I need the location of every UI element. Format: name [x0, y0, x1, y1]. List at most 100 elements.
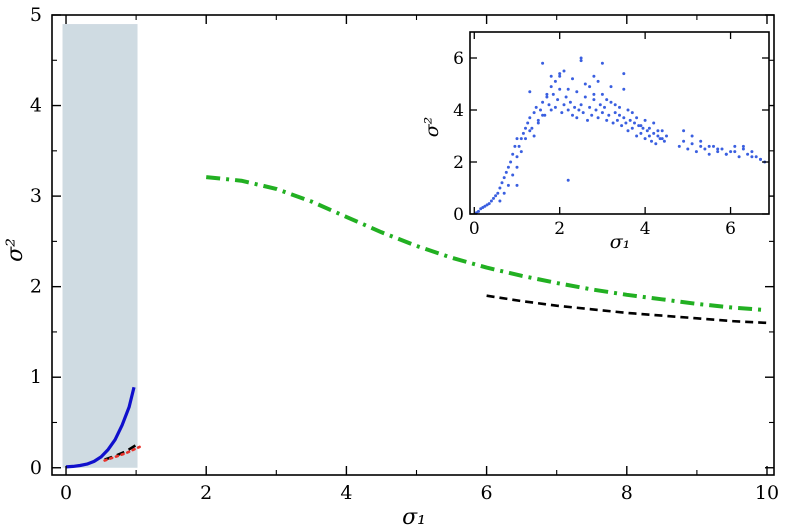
inset-point	[502, 191, 506, 195]
inset-point	[660, 137, 664, 141]
inset-point	[741, 147, 745, 151]
inset-point	[536, 121, 540, 125]
main-x-ticks: 0 2 4 6 8 10	[60, 15, 779, 504]
inset-point	[662, 139, 666, 143]
inset-point	[541, 61, 545, 65]
inset-point	[618, 113, 621, 117]
main-x-tick-label-4: 8	[621, 482, 633, 504]
inset-x-ticks: 0 2 4 6	[469, 32, 736, 239]
inset-point	[716, 150, 720, 154]
inset-point	[613, 111, 617, 115]
inset-point	[498, 199, 502, 203]
inset-point	[750, 150, 754, 154]
inset-point	[724, 152, 728, 156]
inset-point	[549, 85, 553, 89]
inset-point	[729, 150, 733, 154]
inset-point	[626, 129, 630, 133]
inset-y-tick-label-3: 6	[453, 49, 464, 69]
main-y-tick-label-5: 5	[30, 4, 42, 26]
inset-point	[566, 87, 570, 91]
inset-point	[566, 108, 570, 112]
inset-point	[487, 202, 491, 206]
inset-y-tick-label-0: 0	[453, 205, 464, 225]
inset-point	[539, 108, 542, 112]
inset-point	[519, 137, 523, 141]
inset-point	[562, 103, 566, 107]
main-x-tick-label-0: 0	[60, 482, 72, 504]
inset-point	[609, 100, 613, 104]
inset-point	[633, 121, 636, 125]
inset-point	[541, 113, 545, 117]
inset-point	[652, 131, 656, 135]
inset-point	[647, 126, 651, 130]
inset-point	[498, 186, 502, 190]
inset-point	[624, 121, 628, 125]
inset-point	[652, 121, 656, 125]
inset-point	[517, 144, 521, 148]
main-series-line-4	[486, 294, 768, 325]
inset-point	[515, 137, 519, 141]
inset-point	[528, 129, 532, 133]
inset-point	[592, 98, 596, 102]
inset-point	[716, 147, 720, 151]
inset-point	[483, 204, 487, 208]
inset-point	[532, 111, 536, 115]
inset-point	[496, 191, 500, 195]
inset-point	[707, 144, 711, 148]
inset-point	[596, 79, 600, 83]
inset-point	[647, 134, 651, 138]
inset-point	[733, 150, 737, 154]
inset-point	[741, 144, 745, 148]
inset-point	[511, 173, 515, 177]
inset-point	[682, 129, 686, 133]
inset-point	[564, 95, 568, 99]
inset-point	[615, 118, 619, 122]
inset-point	[699, 139, 703, 143]
inset-y-tick-label-1: 2	[453, 153, 464, 173]
inset-point	[541, 100, 545, 104]
inset-point	[620, 124, 624, 128]
inset-point	[568, 100, 572, 104]
inset-point	[592, 74, 596, 78]
inset-point	[656, 129, 660, 133]
inset-point	[558, 87, 562, 91]
inset-point	[643, 137, 647, 141]
inset-point	[549, 108, 553, 112]
inset-plot-background	[470, 32, 769, 214]
main-y-tick-label-0: 0	[30, 457, 42, 479]
inset-point	[506, 165, 510, 169]
inset-point	[581, 111, 585, 115]
inset-point	[545, 95, 549, 99]
inset-point	[536, 118, 540, 122]
inset-point	[528, 90, 532, 94]
main-x-axis-label: σ₁	[402, 505, 426, 530]
inset-point	[528, 116, 532, 120]
inset-point	[635, 116, 639, 120]
inset-point	[605, 98, 609, 102]
inset-point	[579, 56, 583, 60]
main-y-tick-label-4: 4	[30, 95, 42, 117]
inset-point	[513, 144, 517, 148]
inset-point	[650, 139, 653, 143]
inset-point	[690, 134, 694, 138]
inset-point	[489, 199, 493, 203]
inset-point	[583, 82, 587, 86]
inset-points	[474, 56, 767, 215]
inset-point	[558, 72, 562, 76]
inset-point	[545, 92, 549, 96]
inset-point	[598, 103, 602, 107]
inset-point	[551, 92, 555, 96]
main-plot-frame	[51, 14, 775, 476]
inset-point	[630, 126, 634, 130]
inset-point	[639, 124, 643, 128]
inset-point	[639, 131, 643, 135]
main-series	[65, 175, 768, 469]
inset-point	[549, 74, 553, 78]
inset-point	[737, 155, 741, 159]
inset-point	[521, 131, 525, 135]
inset-point	[605, 118, 609, 122]
inset-point	[477, 209, 480, 213]
inset-point	[571, 77, 574, 81]
inset-point	[592, 92, 596, 96]
inset-point	[573, 105, 577, 109]
